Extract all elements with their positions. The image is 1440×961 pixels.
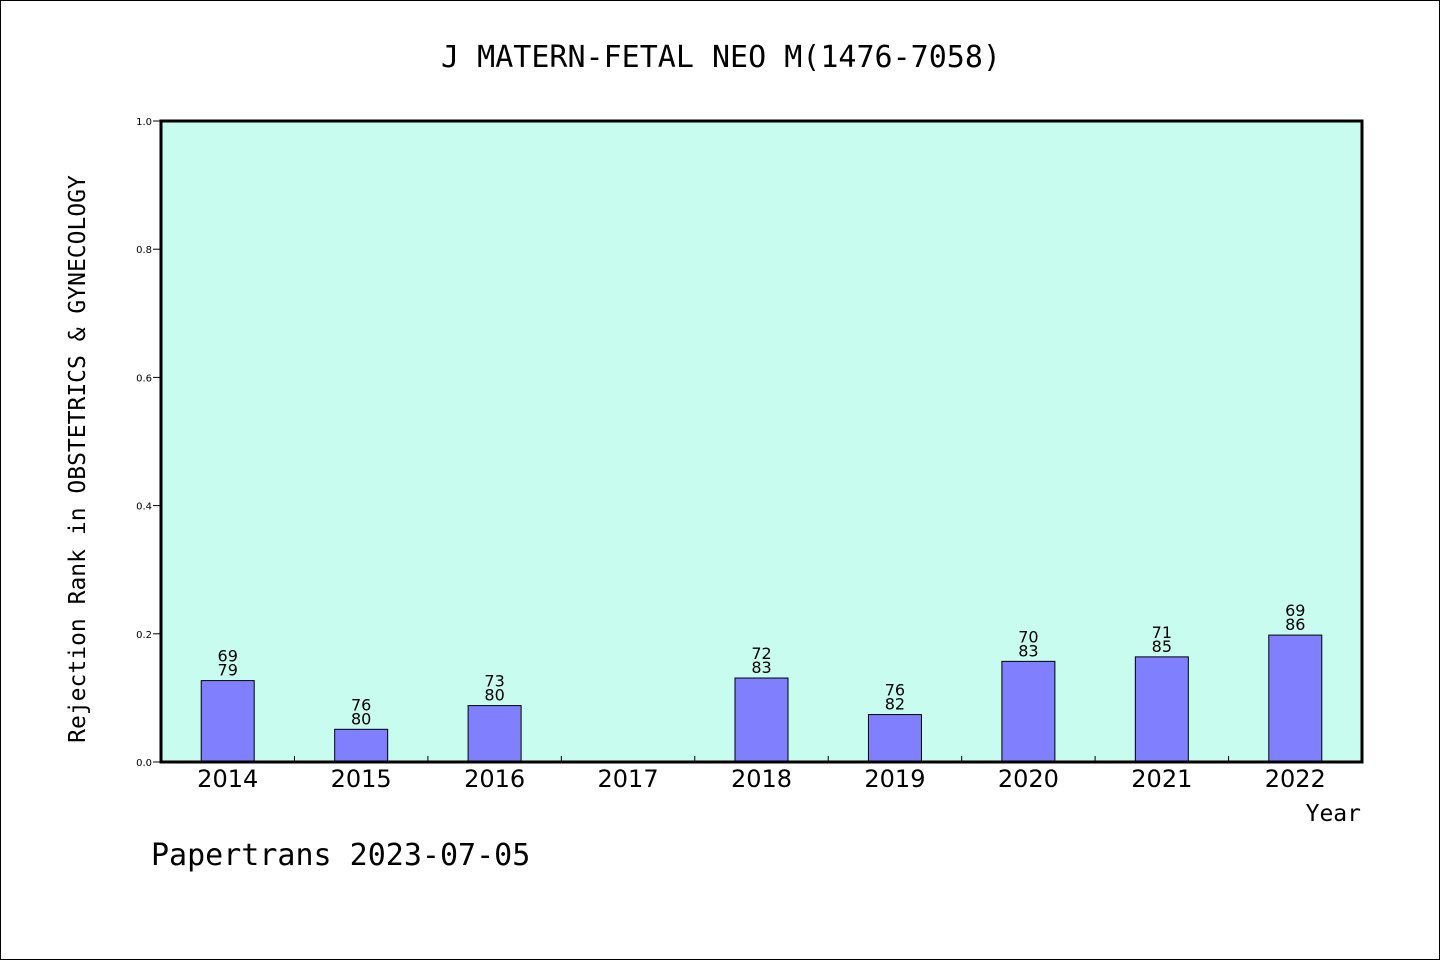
x-tick-label: 2015	[331, 765, 392, 793]
x-tick-label: 2022	[1265, 765, 1326, 793]
x-axis: 2014 2015 2016 2017 2018 2019 2020 2021 2022	[197, 756, 1326, 793]
bar-label-bottom: 83	[751, 658, 771, 677]
bar-label-bottom: 86	[1285, 615, 1305, 634]
x-tick-label: 2019	[864, 765, 925, 793]
bar	[334, 728, 389, 763]
y-tick-label: 0.4	[136, 502, 152, 513]
bar-label-bottom: 83	[1018, 641, 1038, 660]
bar	[1268, 634, 1323, 763]
bar-label-top: 72	[751, 644, 771, 663]
bar	[200, 680, 255, 763]
x-tick-label: 2014	[197, 765, 258, 793]
bar-label-bottom: 80	[351, 709, 371, 728]
bar-label-bottom: 80	[484, 686, 504, 705]
bar-label-top: 76	[351, 695, 371, 714]
bar-label-bottom: 85	[1152, 637, 1172, 656]
x-tick-label: 2018	[731, 765, 792, 793]
bar-label-bottom: 79	[218, 661, 238, 680]
y-tick-label: 1.0	[136, 117, 152, 128]
plot-border	[159, 119, 1364, 764]
bars-group	[200, 634, 1323, 763]
bar-label-top: 73	[484, 672, 504, 691]
y-tick-label: 0.6	[136, 373, 152, 384]
bar-label-top: 71	[1152, 623, 1172, 642]
bar	[734, 677, 789, 763]
y-tick-label: 0.0	[136, 758, 152, 769]
x-tick-label: 2020	[998, 765, 1059, 793]
bar	[1001, 660, 1056, 763]
y-axis-label: Rejection Rank in OBSTETRICS & GYNECOLOG…	[65, 175, 91, 743]
x-tick-label: 2016	[464, 765, 525, 793]
x-tick-label: 2017	[598, 765, 659, 793]
bar-label-top: 76	[885, 681, 905, 700]
bar-label-bottom: 82	[885, 695, 905, 714]
y-axis: 0.0 0.2 0.4 0.6 0.8 1.0	[136, 117, 161, 769]
bar-label-top: 70	[1018, 627, 1038, 646]
footer-text: Papertrans 2023-07-05	[151, 838, 530, 873]
bar	[467, 705, 522, 763]
chart-title: J MATERN-FETAL NEO M(1476-7058)	[441, 40, 1001, 75]
bar	[1134, 656, 1189, 763]
x-axis-label: Year	[1306, 801, 1361, 827]
y-tick-label: 0.2	[136, 630, 152, 641]
y-tick-label: 0.8	[136, 245, 152, 256]
bar-label-top: 69	[218, 647, 238, 666]
x-tick-label: 2021	[1131, 765, 1192, 793]
bar-label-top: 69	[1285, 601, 1305, 620]
plot-area	[161, 121, 1362, 762]
bar	[867, 714, 922, 763]
